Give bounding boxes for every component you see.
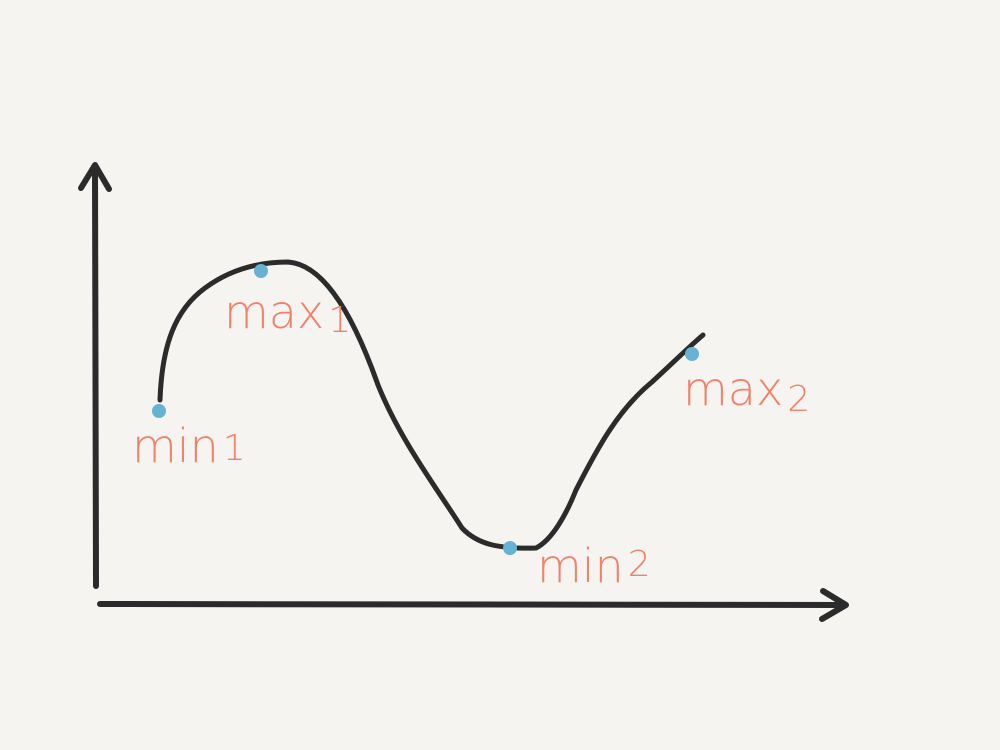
function-curve <box>157 259 706 551</box>
point-min1 <box>152 404 166 418</box>
point-max2 <box>685 347 699 361</box>
label-max2-sub: 2 <box>787 379 810 420</box>
label-min1: min 1 <box>132 419 246 473</box>
label-min2: min 2 <box>537 539 651 593</box>
x-axis <box>97 588 849 622</box>
label-min2-main: min <box>537 539 624 593</box>
label-min2-sub: 2 <box>628 544 651 585</box>
x-axis-line <box>97 601 848 608</box>
label-min1-sub: 1 <box>223 428 246 469</box>
extrema-points <box>152 264 699 555</box>
label-min1-main: min <box>132 419 219 473</box>
y-axis-line <box>92 165 99 589</box>
label-max1-sub: 1 <box>328 300 351 341</box>
label-max2: max 2 <box>683 362 810 420</box>
point-min2 <box>503 541 517 555</box>
y-axis-arrowhead <box>78 162 112 192</box>
label-max1: max 1 <box>224 285 351 341</box>
label-max2-main: max <box>683 362 783 416</box>
x-axis-arrowhead <box>819 588 849 622</box>
y-axis <box>78 162 112 589</box>
point-max1 <box>254 264 268 278</box>
label-max1-main: max <box>224 285 324 339</box>
